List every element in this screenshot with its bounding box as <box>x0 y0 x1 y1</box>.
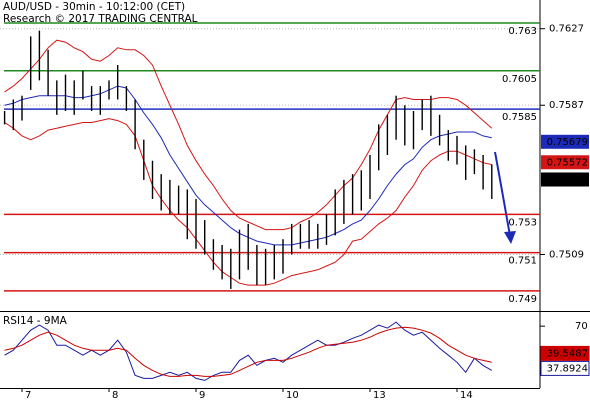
value-box <box>540 360 590 376</box>
value-box-label: 37.8924 <box>547 363 588 374</box>
indicator-line <box>4 326 492 377</box>
x-tick-label: 9 <box>199 390 205 400</box>
x-tick-label: 8 <box>112 390 118 400</box>
price-label: 0.75572 <box>547 157 588 168</box>
indicator-line <box>4 118 492 286</box>
x-tick-label: 7 <box>25 390 31 400</box>
y-tick-label: 0.7509 <box>549 250 584 261</box>
price-label-box <box>541 172 589 187</box>
chart-title: AUD/USD - 30min - 10:12:00 (CET) <box>3 1 185 13</box>
price-label: 0.75482 <box>547 174 588 185</box>
indicator-line <box>4 39 493 231</box>
price-label-box <box>541 155 589 170</box>
level-label: 0.7605 <box>502 74 537 85</box>
x-tick-label: 10 <box>286 390 299 400</box>
level-label: 0.751 <box>508 256 537 267</box>
level-label: 0.749 <box>508 294 537 305</box>
y-tick-label: 70 <box>575 321 588 332</box>
y-tick-label: 0.7587 <box>549 100 584 111</box>
price-label-box <box>541 134 589 149</box>
level-label: 0.753 <box>508 217 537 228</box>
x-tick-label: 13 <box>373 390 386 400</box>
forecast-arrow <box>494 151 516 244</box>
rsi-title: RSI14 - 9MA <box>3 315 68 327</box>
y-tick-label: 0.7627 <box>549 24 584 35</box>
value-box <box>540 345 590 361</box>
chart-subtitle: Research © 2017 TRADING CENTRAL <box>3 13 198 25</box>
indicator-line <box>4 321 493 381</box>
level-label: 0.7585 <box>502 112 537 123</box>
level-label: 0.763 <box>508 26 537 37</box>
price-label: 0.75679 <box>547 137 588 148</box>
x-tick-label: 14 <box>460 390 473 400</box>
value-box-label: 39.5487 <box>547 348 588 359</box>
